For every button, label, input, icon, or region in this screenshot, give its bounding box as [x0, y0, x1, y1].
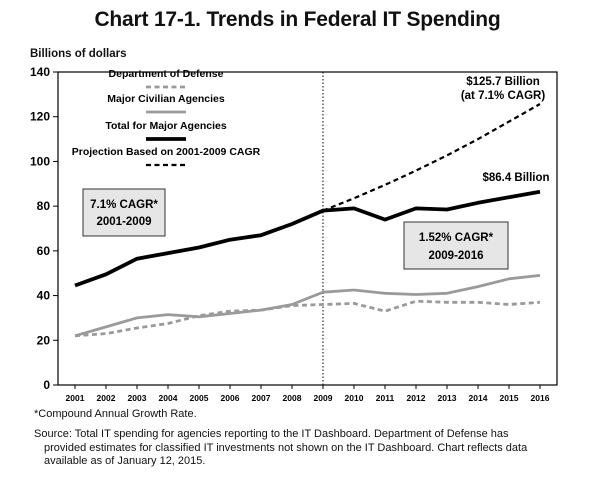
cagr-box-2001-2009: [82, 188, 166, 237]
y-tick-label: 20: [37, 333, 51, 347]
x-tick-label: 2005: [190, 393, 209, 403]
series-line-department-of-defense: [74, 299, 541, 338]
source-line-2: provided estimates for classified IT inv…: [44, 441, 528, 454]
x-tick-label: 2014: [469, 393, 488, 403]
legend-label-projection-based-on-2001-2009-cagr: Projection Based on 2001-2009 CAGR: [72, 146, 261, 158]
line-chart: 0 20 40 60 80 100 120 140 2001 2002 2003 2004 2005 20…: [30, 65, 558, 403]
cagr-box-left-period: 2001-2009: [97, 216, 152, 228]
cagr-box-right-period: 2009-2016: [429, 250, 484, 262]
chart-axes: 0 20 40 60 80 100 120 140 2001 2002 2003 2004 2005 20…: [30, 65, 558, 403]
y-tick-label: 60: [37, 244, 51, 258]
source-line-3: available as of January 12, 2015.: [44, 455, 206, 467]
cagr-box-2009-2016: [403, 221, 509, 270]
x-tick-label: 2007: [252, 393, 271, 403]
y-axis-unit-label: Billions of dollars: [30, 48, 127, 60]
y-tick-label: 100: [30, 154, 50, 168]
legend-label-major-civilian-agencies: Major Civilian Agencies: [107, 93, 225, 105]
series-line-major-civilian-agencies: [74, 274, 541, 338]
source-line-1: Source: Total IT spending for agencies r…: [34, 428, 509, 440]
legend-label-department-of-defense: Department of Defense: [109, 68, 224, 80]
projection-value-label: $125.7 Billion: [466, 76, 540, 88]
x-tick-label: 2013: [438, 393, 457, 403]
x-tick-label: 2009: [314, 393, 333, 403]
chart-series: [74, 103, 541, 338]
y-tick-label: 140: [30, 65, 50, 79]
cagr-box-left-rate: 7.1% CAGR*: [90, 199, 158, 211]
plot-frame: [57, 71, 558, 386]
x-tick-label: 2004: [159, 393, 178, 403]
x-tick-label: 2016: [531, 393, 550, 403]
x-tick-label: 2011: [376, 393, 395, 403]
cagr-box-right-rate: 1.52% CAGR*: [419, 232, 494, 244]
y-tick-label: 40: [37, 289, 51, 303]
total-end-value-label: $86.4 Billion: [482, 172, 549, 184]
y-tick-label: 120: [30, 110, 50, 124]
x-tick-label: 2015: [500, 393, 519, 403]
y-tick-label: 0: [43, 378, 50, 392]
footnote: *Compound Annual Growth Rate.: [34, 408, 197, 420]
chart-title: Chart 17-1. Trends in Federal IT Spendin…: [94, 8, 501, 31]
chart-annotations: $125.7 Billion (at 7.1% CAGR) $86.4 Billio…: [82, 76, 550, 270]
x-tick-label: 2010: [345, 393, 364, 403]
source-note: Source: Total IT spending for agencies r…: [34, 428, 582, 469]
legend-label-total-for-major-agencies: Total for Major Agencies: [105, 120, 227, 132]
series-line-projection-based-on-2001-2009-cagr: [322, 103, 541, 212]
x-tick-label: 2012: [407, 393, 426, 403]
x-tick-label: 2003: [128, 393, 147, 403]
x-tick-label: 2006: [221, 393, 240, 403]
projection-rate-label: (at 7.1% CAGR): [461, 90, 546, 102]
series-line-total-for-major-agencies: [74, 189, 541, 288]
chart-legend: Department of Defense Major Civilian Agen…: [72, 68, 261, 167]
y-tick-label: 80: [37, 199, 51, 213]
x-tick-label: 2001: [66, 393, 85, 403]
x-tick-label: 2002: [97, 393, 116, 403]
x-tick-label: 2008: [283, 393, 302, 403]
